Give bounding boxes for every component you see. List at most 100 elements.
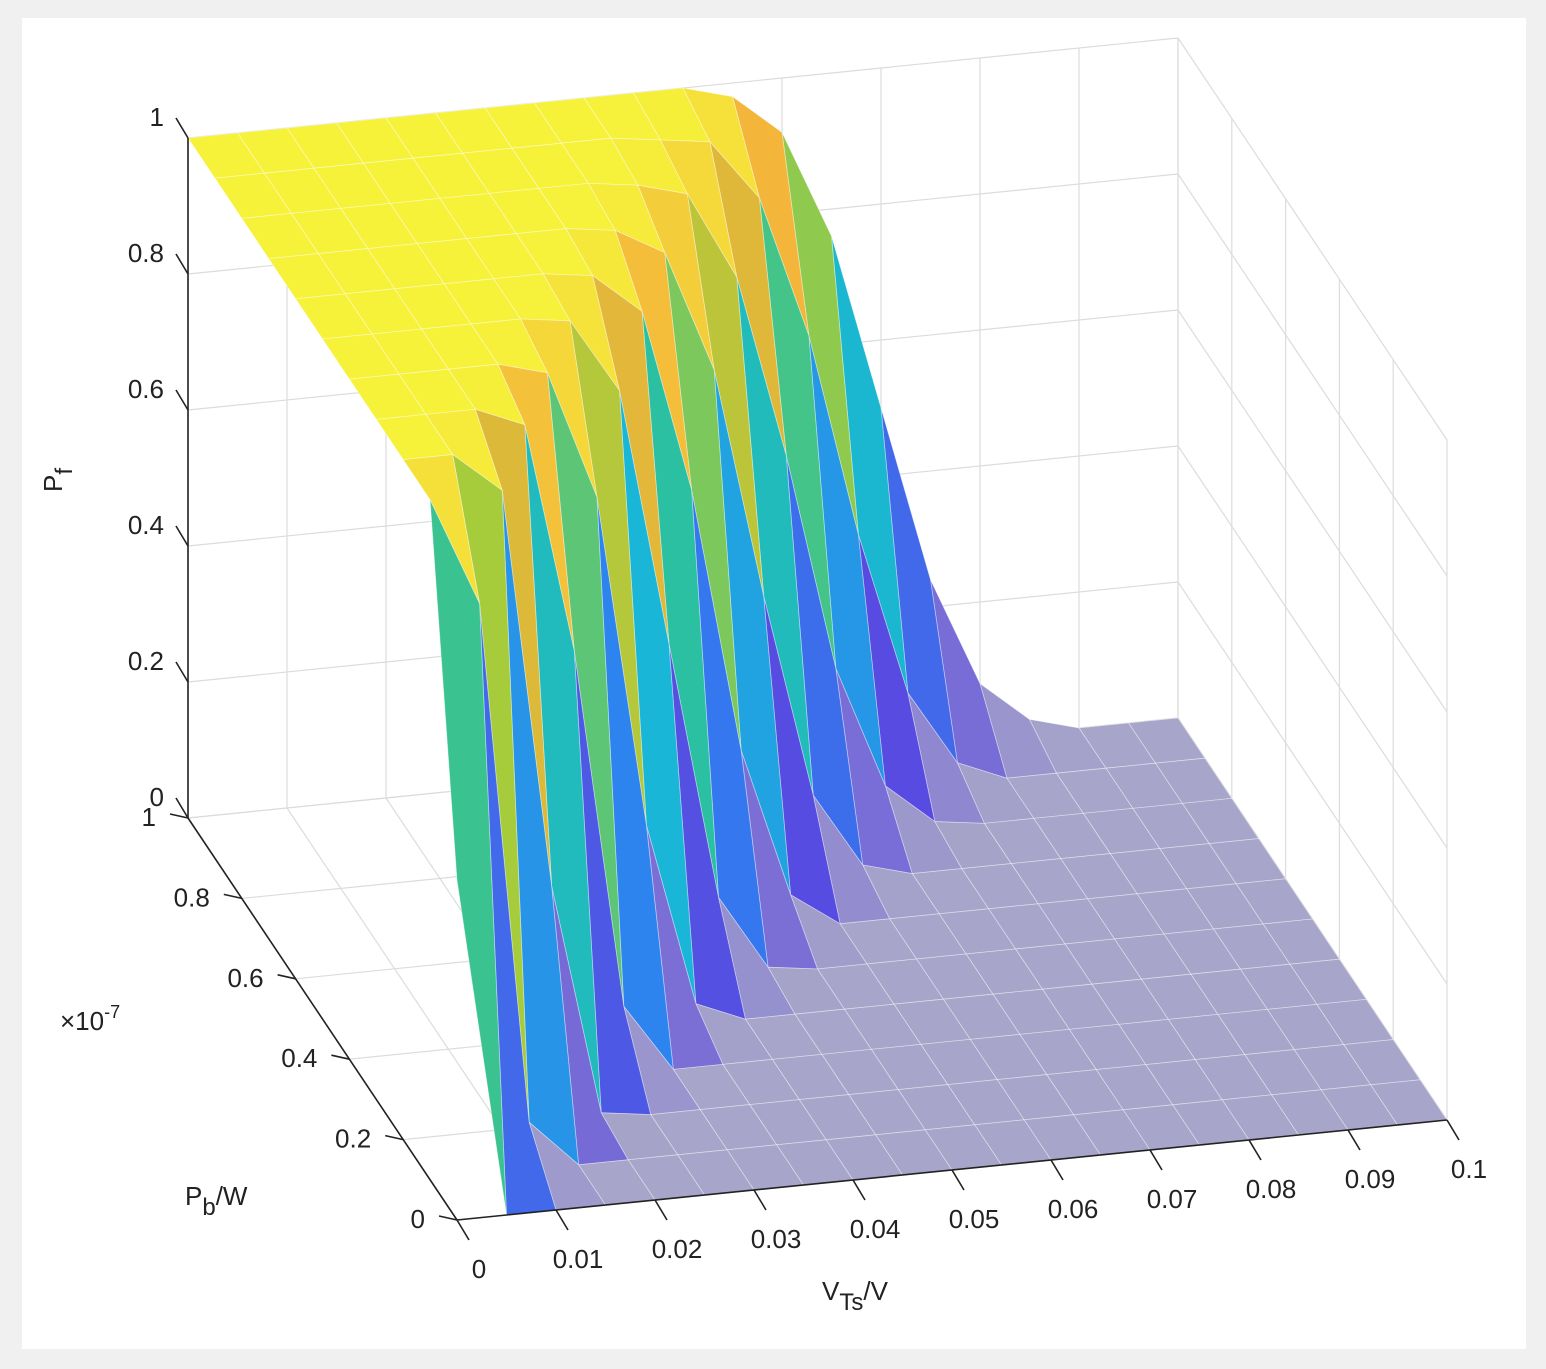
x-tick	[654, 1199, 668, 1221]
surface-cell	[907, 692, 985, 824]
x-tick-label: 0.02	[652, 1234, 703, 1264]
surface-cell	[946, 1079, 1025, 1126]
y-tick-label: 1	[142, 802, 156, 832]
surface-cell	[1118, 1018, 1196, 1066]
surface-cell	[649, 1109, 728, 1156]
surface-cell	[744, 1013, 823, 1060]
surface-cell	[858, 534, 936, 823]
z-tick	[175, 253, 189, 275]
z-tick-label: 0.8	[128, 238, 164, 268]
surface-cell	[317, 248, 396, 295]
surface-cell	[632, 87, 711, 143]
z-tick	[175, 389, 189, 411]
surface-cell	[695, 1003, 774, 1065]
surface-cell	[897, 1084, 976, 1131]
x-tick	[852, 1179, 866, 1201]
surface-cell	[600, 1112, 679, 1161]
grid-line	[1177, 445, 1448, 849]
surface-cell	[375, 413, 454, 461]
x-axis-label: VTs/V	[822, 1276, 889, 1316]
y-axis-line	[187, 817, 458, 1221]
z-label-sub: f	[51, 468, 78, 475]
surface-cell	[759, 197, 837, 669]
y-tick-label: 0.6	[227, 963, 263, 993]
surface-cell	[443, 278, 522, 325]
surface-cell	[348, 373, 427, 420]
x-label-sub: Ts	[839, 1289, 863, 1316]
y-tick-label: 0	[411, 1204, 425, 1234]
surface-cell	[1316, 998, 1394, 1046]
x-tick-label: 0	[472, 1254, 486, 1284]
surface-cell	[267, 253, 346, 300]
x-tick	[1248, 1139, 1262, 1161]
y-tick	[438, 1215, 458, 1221]
surface-cell	[713, 369, 791, 895]
y-exponent: ×10-7	[60, 1002, 120, 1036]
x-tick	[951, 1169, 965, 1191]
y-tick-label: 0.4	[281, 1043, 317, 1073]
surface-cell	[798, 1094, 877, 1141]
x-label-main: V	[822, 1276, 840, 1306]
surface-cell	[416, 238, 495, 285]
y-tick	[277, 974, 296, 980]
surface-cell	[996, 1074, 1075, 1121]
surface-cell	[1217, 1008, 1295, 1056]
z-label-main: P	[38, 475, 68, 492]
y-tick	[385, 1134, 404, 1141]
y-label-main: P	[185, 1181, 202, 1211]
surface-cell	[847, 1089, 926, 1136]
surface-cell	[893, 998, 972, 1045]
surface-cell	[992, 988, 1071, 1035]
z-tick	[175, 661, 189, 683]
surface-cell	[321, 333, 400, 380]
y-label-sub: b	[202, 1194, 215, 1221]
surface-cell	[497, 363, 575, 652]
x-tick-label: 0.03	[751, 1224, 802, 1254]
x-tick	[456, 1219, 470, 1241]
grid-line	[1177, 173, 1448, 577]
z-tick-label: 0.2	[128, 646, 164, 676]
x-tick	[1050, 1159, 1064, 1181]
surface-cell	[371, 328, 450, 375]
x-tick	[1446, 1119, 1460, 1141]
z-axis-label: Pf	[38, 468, 78, 492]
surface-cell	[699, 1104, 778, 1151]
surface-cell	[748, 1099, 827, 1146]
grid-line	[1177, 309, 1448, 713]
surface-cell	[763, 596, 841, 925]
surface-cell	[1167, 1013, 1246, 1061]
surface-cell	[492, 273, 571, 322]
z-tick-label: 0.6	[128, 374, 164, 404]
z-tick-label: 0.4	[128, 510, 164, 540]
y-tick	[331, 1054, 350, 1060]
surface-cell	[551, 886, 629, 1166]
x-tick-label: 0.05	[949, 1204, 1000, 1234]
surface-cell	[393, 283, 472, 330]
x-tick	[753, 1189, 767, 1211]
y-exponent-base: ×10	[60, 1006, 104, 1036]
surface-cell	[1068, 1023, 1147, 1071]
x-tick-label: 0.06	[1048, 1194, 1099, 1224]
surface-cell	[366, 243, 445, 290]
surface-cell	[470, 318, 549, 374]
z-tick	[175, 525, 189, 547]
x-tick	[1347, 1129, 1361, 1151]
surface-cell	[1266, 1003, 1345, 1051]
x-tick-label: 0.1	[1451, 1154, 1487, 1184]
x-tick	[1149, 1149, 1163, 1171]
surface-cell	[420, 323, 499, 370]
grid-line	[1177, 37, 1448, 441]
surface-cell	[560, 137, 639, 186]
y-tick-label: 0.2	[335, 1124, 371, 1154]
surface-cell	[942, 993, 1021, 1040]
x-tick-label: 0.09	[1345, 1164, 1396, 1194]
x-tick-label: 0.07	[1147, 1184, 1198, 1214]
z-tick-label: 0	[150, 782, 164, 812]
z-tick	[175, 797, 189, 819]
y-tick-label: 0.8	[174, 882, 210, 912]
z-tick-label: 1	[150, 102, 164, 132]
y-exponent-sup: -7	[104, 1002, 120, 1022]
surface-cell	[344, 288, 423, 335]
grid-line	[1177, 581, 1448, 985]
